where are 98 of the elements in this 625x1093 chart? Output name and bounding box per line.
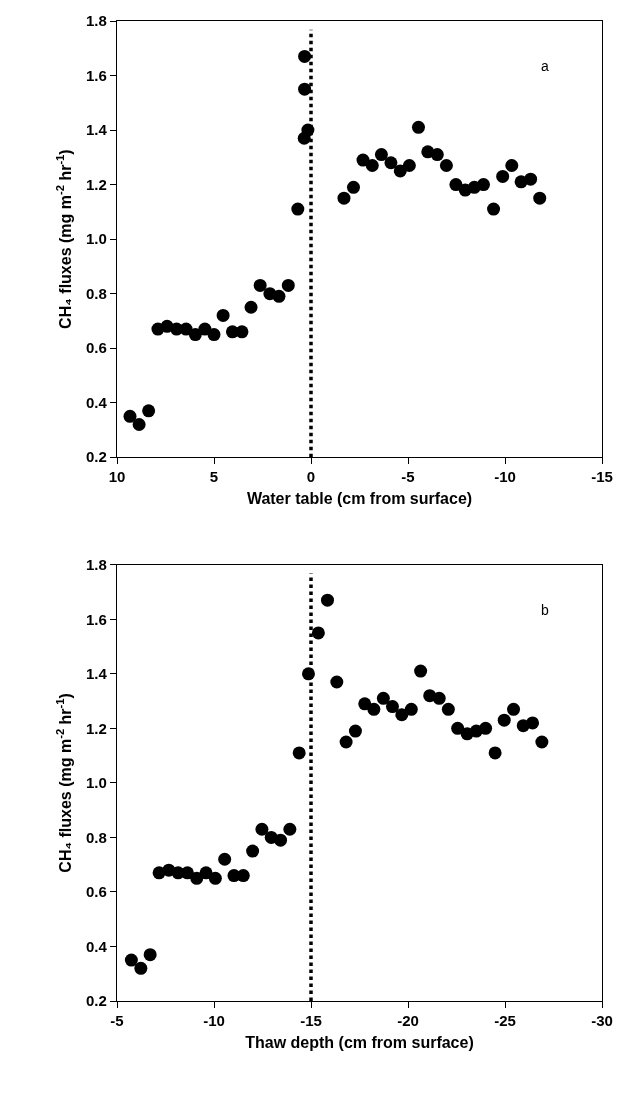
- x-tick-label: -10: [203, 1012, 225, 1030]
- x-axis-title: Water table (cm from surface): [246, 490, 473, 508]
- point: [298, 82, 312, 96]
- point: [291, 202, 305, 216]
- point: [180, 866, 194, 880]
- y-tick-label: 1.0: [86, 774, 107, 792]
- point: [505, 159, 519, 172]
- y-tick-label: 1.4: [86, 121, 108, 139]
- point: [292, 746, 306, 760]
- x-tick-label: -5: [401, 468, 415, 486]
- y-tick-label: 1.8: [86, 12, 107, 30]
- point: [253, 278, 267, 292]
- point: [339, 735, 353, 749]
- y-tick-label: 1.2: [86, 719, 107, 737]
- point: [497, 713, 511, 727]
- point: [524, 172, 538, 186]
- point: [281, 278, 295, 292]
- point: [402, 159, 416, 172]
- x-tick-label: -15: [300, 1012, 322, 1030]
- annotation: b: [541, 602, 549, 618]
- annotation: a: [541, 58, 549, 74]
- point: [132, 418, 146, 431]
- y-tick-label: 1.0: [86, 230, 107, 248]
- point: [348, 724, 362, 738]
- point: [246, 844, 260, 858]
- point: [142, 404, 156, 418]
- point: [235, 325, 249, 339]
- y-tick-label: 0.6: [86, 883, 107, 901]
- point: [134, 961, 148, 975]
- x-tick-label: 10: [108, 468, 126, 486]
- y-tick-label: 0.4: [86, 393, 108, 411]
- point: [123, 409, 137, 423]
- point: [441, 702, 455, 716]
- y-tick-label: 1.6: [86, 66, 107, 84]
- point: [311, 626, 325, 640]
- y-tick-label: 0.8: [86, 828, 107, 846]
- point: [358, 697, 372, 711]
- x-axis-title: Thaw depth (cm from surface): [245, 1033, 474, 1051]
- x-tick-label: -25: [494, 1012, 516, 1030]
- x-tick-label: -20: [397, 1012, 419, 1030]
- point: [337, 191, 351, 205]
- point: [190, 871, 204, 885]
- point: [188, 328, 202, 342]
- point: [533, 191, 547, 205]
- point: [411, 120, 425, 134]
- point: [274, 833, 288, 847]
- x-tick-label: 5: [209, 468, 219, 486]
- point: [321, 593, 334, 607]
- point: [298, 49, 312, 63]
- x-tick-label: -10: [494, 468, 516, 486]
- point: [367, 702, 381, 716]
- point: [374, 148, 388, 162]
- point: [216, 308, 230, 322]
- point: [526, 716, 540, 730]
- point: [439, 159, 453, 172]
- point: [535, 735, 549, 749]
- point: [255, 822, 269, 836]
- point: [385, 700, 399, 714]
- point: [143, 948, 157, 962]
- point: [330, 675, 344, 689]
- point: [476, 178, 490, 192]
- point: [451, 721, 465, 735]
- point: [395, 708, 409, 722]
- point: [272, 289, 286, 303]
- point: [488, 746, 502, 760]
- y-tick-label: 0.2: [86, 992, 107, 1010]
- point: [218, 852, 232, 866]
- y-tick-label: 0.2: [86, 448, 107, 466]
- point: [496, 169, 510, 183]
- point: [414, 664, 428, 678]
- point: [244, 300, 258, 314]
- point: [479, 721, 493, 735]
- point: [432, 691, 446, 705]
- point: [283, 822, 297, 836]
- y-tick-label: 1.8: [86, 556, 107, 574]
- point: [207, 328, 221, 342]
- point: [347, 180, 360, 194]
- point: [236, 869, 250, 883]
- point: [124, 953, 138, 967]
- x-tick-label: -15: [591, 468, 613, 486]
- point: [487, 202, 501, 216]
- point: [507, 702, 521, 716]
- y-tick-label: 1.4: [86, 665, 108, 683]
- point: [376, 691, 390, 705]
- point: [430, 148, 444, 162]
- point: [404, 702, 418, 716]
- x-tick-label: -5: [110, 1012, 124, 1030]
- point: [208, 871, 222, 885]
- y-tick-label: 1.6: [86, 610, 107, 628]
- y-tick-label: 1.2: [86, 175, 107, 193]
- y-tick-label: 0.4: [86, 937, 108, 955]
- y-tick-label: 0.6: [86, 339, 107, 357]
- x-tick-label: 0: [306, 468, 316, 486]
- point: [365, 159, 379, 172]
- y-tick-label: 0.8: [86, 284, 107, 302]
- point: [449, 178, 463, 192]
- x-tick-label: -30: [591, 1012, 613, 1030]
- point: [384, 156, 398, 170]
